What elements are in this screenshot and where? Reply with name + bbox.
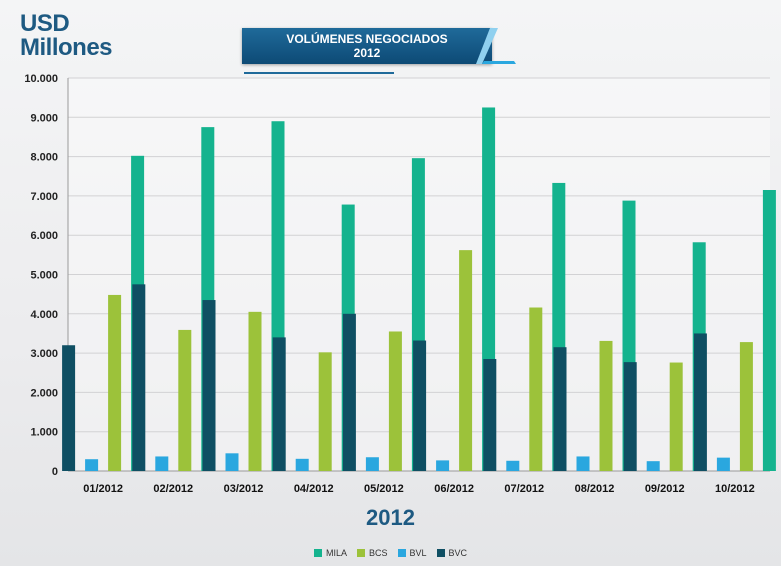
x-tick-label: 04/2012	[294, 483, 334, 495]
y-tick-label: 10.000	[24, 73, 58, 85]
y-tick-label: 2.000	[30, 387, 58, 399]
legend-label: BVC	[448, 548, 468, 558]
x-axis-label: 2012	[366, 505, 415, 530]
bar-bvl	[225, 453, 239, 471]
x-tick-label: 07/2012	[504, 483, 544, 495]
bar-bvc	[342, 313, 356, 471]
x-tick-label: 10/2012	[715, 483, 755, 495]
title-underline	[244, 72, 394, 74]
bar-bvl	[365, 457, 379, 471]
legend-label: BCS	[368, 548, 388, 558]
bar-bvc	[693, 333, 707, 471]
bar-bcs	[669, 362, 683, 471]
units-line-1: USD	[20, 10, 70, 37]
bar-bvl	[155, 456, 169, 471]
bar-bcs	[108, 294, 122, 471]
y-tick-label: 5.000	[30, 270, 58, 282]
bar-bvc	[62, 345, 76, 471]
x-tick-label: 03/2012	[224, 483, 264, 495]
bar-bvl	[646, 461, 660, 471]
bar-bcs	[459, 250, 473, 471]
y-tick-label: 7.000	[30, 191, 58, 203]
chart-legend: MILA BCS BVL BVC	[0, 548, 781, 558]
x-tick-label: 09/2012	[645, 483, 685, 495]
bar-bcs	[178, 329, 192, 471]
legend-swatch	[436, 549, 445, 557]
bar-bvl	[576, 456, 590, 471]
units-label: USD Millones	[20, 10, 113, 61]
legend-item-bvl: BVL	[397, 548, 427, 558]
legend-label: BVL	[409, 548, 427, 558]
x-tick-label: 05/2012	[364, 483, 404, 495]
chart-title-line-2: 2012	[353, 46, 381, 60]
bar-bvc	[483, 358, 497, 471]
bar-bcs	[529, 307, 543, 471]
legend-item-bvc: BVC	[436, 548, 468, 558]
chart-title-box: VOLÚMENES NEGOCIADOS 2012	[242, 28, 492, 64]
y-tick-label: 8.000	[30, 152, 58, 164]
units-line-2: Millones	[20, 34, 113, 61]
chart-title-line-1: VOLÚMENES NEGOCIADOS	[286, 32, 448, 46]
y-tick-label: 9.000	[30, 112, 58, 124]
bar-bvc	[272, 337, 286, 471]
legend-label: MILA	[325, 548, 347, 558]
y-tick-label: 6.000	[30, 230, 58, 242]
bar-bcs	[248, 311, 262, 471]
bar-bvl	[716, 457, 730, 471]
bar-bcs	[739, 342, 753, 471]
bar-bvl	[436, 460, 450, 471]
legend-swatch	[313, 549, 322, 557]
bar-bvl	[506, 460, 520, 471]
legend-item-bcs: BCS	[356, 548, 388, 558]
bar-bcs	[599, 340, 613, 471]
bar-bvc	[413, 340, 427, 471]
y-tick-label: 4.000	[30, 309, 58, 321]
y-tick-label: 1.000	[30, 427, 58, 439]
x-tick-label: 02/2012	[153, 483, 193, 495]
bar-bcs	[318, 352, 332, 471]
x-tick-label: 06/2012	[434, 483, 474, 495]
x-tick-label: 08/2012	[575, 483, 615, 495]
title-accent-icon	[476, 28, 516, 64]
bar-bvc	[202, 300, 216, 471]
y-tick-label: 3.000	[30, 348, 58, 360]
bar-mila	[762, 190, 776, 471]
legend-item-mila: MILA	[313, 548, 347, 558]
bar-bvc	[623, 362, 637, 471]
legend-swatch	[397, 549, 406, 557]
bar-bvc	[132, 284, 146, 471]
bar-bvl	[85, 459, 99, 471]
y-tick-label: 0	[52, 466, 58, 478]
bar-bvc	[553, 347, 567, 471]
legend-swatch	[356, 549, 365, 557]
bar-bcs	[388, 331, 402, 471]
bar-bvl	[295, 458, 309, 471]
x-tick-label: 01/2012	[83, 483, 123, 495]
